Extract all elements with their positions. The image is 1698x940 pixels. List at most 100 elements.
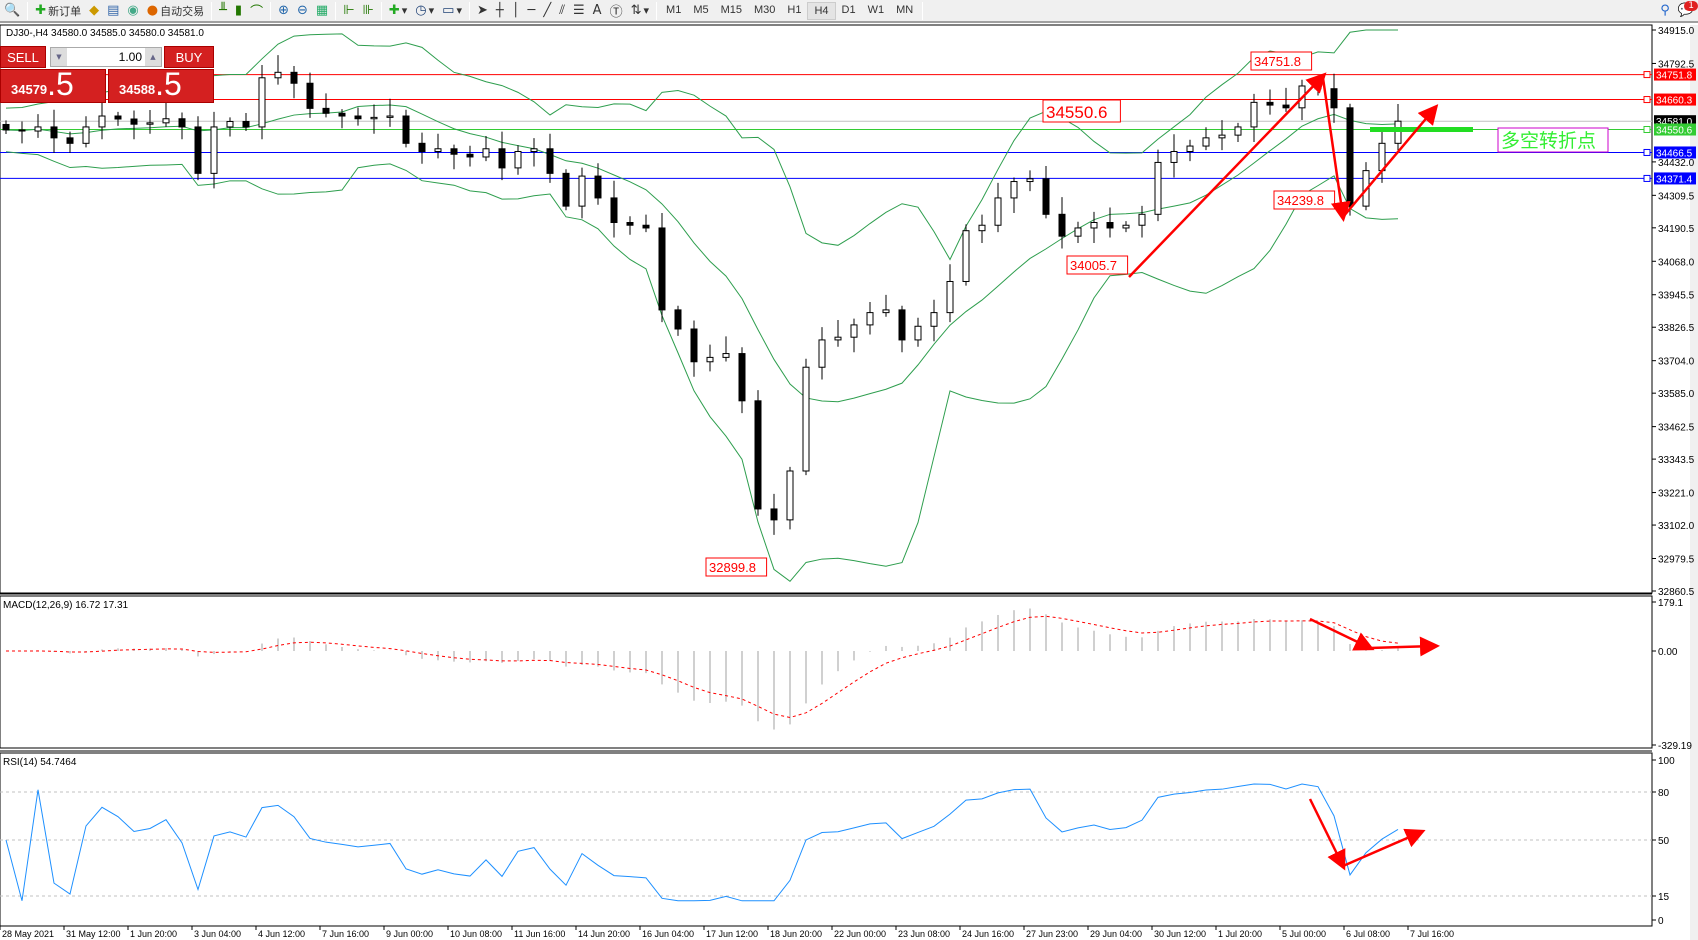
- candle-body: [914, 325, 922, 341]
- notifications-button[interactable]: 💬 1: [1674, 0, 1698, 21]
- timeframe-mn[interactable]: MN: [896, 3, 914, 16]
- price-axis-label: 33585.0: [1658, 389, 1695, 400]
- price-axis-label: 33221.0: [1658, 489, 1695, 500]
- price-axis-label: 33102.0: [1658, 521, 1695, 532]
- zoom-icon[interactable]: 🔍: [4, 3, 21, 18]
- sell-button[interactable]: SELL: [0, 46, 46, 68]
- text-icon[interactable]: A: [592, 3, 602, 18]
- level-handle: [1643, 148, 1651, 156]
- navigator-icon[interactable]: ▤: [107, 3, 120, 18]
- indicators-icon[interactable]: ✚ ▾: [388, 3, 408, 18]
- candle: [370, 104, 378, 134]
- candle-body: [242, 120, 250, 128]
- candle-body: [98, 115, 106, 128]
- timeframe-m30[interactable]: M30: [754, 3, 776, 16]
- timeframe-m15[interactable]: M15: [720, 3, 742, 16]
- buy-button[interactable]: BUY: [164, 46, 214, 68]
- candle: [306, 72, 314, 118]
- vertical-line-icon[interactable]: │: [511, 3, 520, 18]
- trendline-icon[interactable]: ╱: [543, 3, 552, 18]
- templates-icon[interactable]: ▭ ▾: [442, 3, 462, 18]
- candle-body: [386, 115, 394, 118]
- candle: [978, 214, 986, 243]
- candle-body: [706, 356, 714, 363]
- candlestick-icon[interactable]: ▮: [234, 3, 243, 18]
- toolbar: 🔍 ✚ 新订单 ◆ ▤ ◉ ● 自动交易 ╨ ▮ ⌒ ⊕ ⊖ ▦ ⊩ ⊪ ✚ ▾ ◷ ▾…: [0, 0, 1698, 23]
- horizontal-line-icon[interactable]: ─: [527, 3, 536, 18]
- candle: [130, 110, 138, 140]
- timeframe-m1[interactable]: M1: [666, 3, 682, 16]
- timeframe-w1[interactable]: W1: [867, 3, 885, 16]
- lot-size-input[interactable]: [67, 50, 145, 64]
- candle: [1106, 207, 1114, 238]
- arrows-icon[interactable]: ⇅ ▾: [630, 3, 650, 18]
- tile-windows-icon[interactable]: ▦: [315, 3, 329, 18]
- candle: [434, 133, 442, 159]
- level-handle: [1643, 174, 1651, 182]
- timeframe-d1[interactable]: D1: [841, 3, 856, 16]
- time-axis-label: 7 Jul 16:00: [1410, 929, 1454, 939]
- sell-price-button[interactable]: 34579.5: [0, 68, 106, 103]
- time-axis-label: 29 Jun 04:00: [1090, 929, 1142, 939]
- buy-price-button[interactable]: 34588.5: [108, 68, 214, 103]
- candle-body: [850, 324, 858, 338]
- timeframe-h4[interactable]: H4: [807, 1, 836, 20]
- lot-decrease-button[interactable]: ▼: [51, 48, 67, 66]
- new-order-button[interactable]: ✚ 新订单: [35, 3, 82, 18]
- zoom-in-icon[interactable]: ⊕: [278, 3, 289, 18]
- candle: [610, 180, 618, 238]
- bar-chart-icon[interactable]: ╨: [219, 3, 227, 18]
- candle: [498, 131, 506, 181]
- candle: [546, 133, 554, 183]
- zoom-out-icon[interactable]: ⊖: [296, 3, 308, 18]
- candle-body: [66, 137, 74, 144]
- signal-icon[interactable]: ◉: [127, 3, 139, 18]
- candle-body: [1170, 151, 1178, 163]
- candle: [994, 182, 1002, 233]
- lot-increase-button[interactable]: ▲: [145, 48, 161, 66]
- chart-shift-icon[interactable]: ⊪: [362, 3, 374, 18]
- macd-axis-label: 0.00: [1658, 647, 1678, 658]
- price-tag-label: 34466.5: [1656, 148, 1693, 159]
- candle-body: [578, 175, 586, 207]
- price-axis-label: 34915.0: [1658, 26, 1695, 37]
- candle: [242, 113, 250, 132]
- price-axis-label: 34432.0: [1658, 158, 1695, 169]
- line-chart-icon[interactable]: ⌒: [250, 5, 264, 20]
- macd-signal-line: [5, 615, 1399, 719]
- search-icon[interactable]: ⚲: [1660, 3, 1670, 18]
- equidistant-channel-icon[interactable]: ⫽: [559, 3, 566, 18]
- candle: [658, 212, 666, 323]
- timeframe-m5[interactable]: M5: [693, 3, 709, 16]
- auto-scroll-icon[interactable]: ⊩: [343, 3, 355, 18]
- cursor-icon[interactable]: ➤: [476, 3, 488, 18]
- periods-icon[interactable]: ◷ ▾: [415, 3, 435, 18]
- candle: [530, 138, 538, 167]
- auto-trading-icon: ●: [146, 3, 159, 18]
- text-label-icon[interactable]: Ⓣ: [609, 5, 623, 20]
- candle-body: [562, 172, 570, 207]
- trend-arrow-up: [1128, 72, 1327, 278]
- auto-trading-button[interactable]: ● 自动交易: [146, 3, 205, 18]
- level-handle: [1643, 71, 1651, 79]
- candle-body: [1202, 137, 1210, 147]
- time-axis-label: 18 Jun 20:00: [770, 929, 822, 939]
- market-watch-icon[interactable]: ◆: [89, 3, 100, 18]
- candle: [786, 466, 794, 530]
- price-tag: [1654, 146, 1696, 159]
- candle-body: [1346, 107, 1354, 207]
- fibonacci-icon[interactable]: ☰: [573, 3, 585, 18]
- candle-body: [306, 82, 314, 109]
- candle: [722, 336, 730, 362]
- candle: [834, 319, 842, 347]
- candle-body: [178, 118, 186, 128]
- candle-body: [226, 120, 234, 128]
- candle: [1074, 221, 1082, 243]
- timeframe-h1[interactable]: H1: [787, 3, 802, 16]
- crosshair-icon[interactable]: ┼: [495, 3, 504, 18]
- candle: [578, 167, 586, 219]
- lot-size-stepper[interactable]: ▼ ▲: [50, 47, 162, 67]
- candle: [930, 299, 938, 342]
- candle-body: [290, 71, 298, 84]
